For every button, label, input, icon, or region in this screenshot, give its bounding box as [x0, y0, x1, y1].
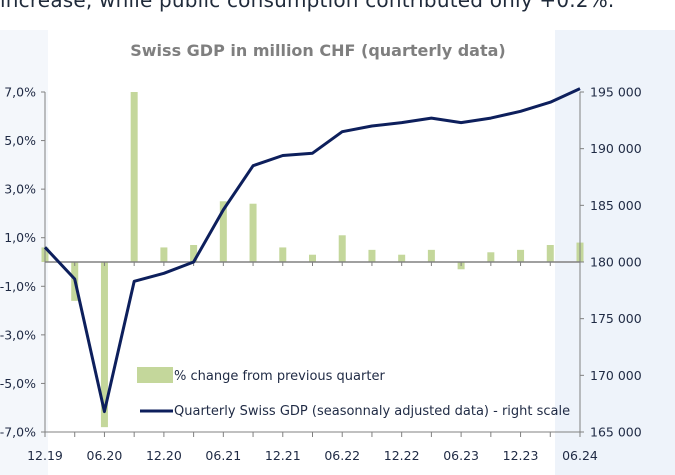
left-tick-label: -3,0% [0, 327, 36, 342]
x-tick-label: 06.22 [324, 448, 360, 463]
x-tick-label: 12.23 [503, 448, 539, 463]
intro-text: increase, while public consumption contr… [0, 0, 615, 12]
bar-06.22 [338, 235, 346, 262]
bar-09.21 [249, 203, 257, 262]
left-axis-ticks: 7,0% 5,0% 3,0% 1,0% -1,0% -3,0% -5,0% -7,0% [0, 85, 45, 440]
bar-12.20 [160, 247, 168, 262]
right-axis-ticks: 195 000 190 000 185 000 180 000 175 000 170 0… [580, 85, 642, 440]
legend-bar-label: % change from previous quarter [174, 369, 385, 384]
legend-bar-swatch [137, 367, 173, 383]
x-ticks-group: 12.19 06.20 12.20 06.21 12.21 06.22 12.22 06.23… [27, 448, 598, 463]
bar-12.22 [398, 254, 406, 262]
left-tick-label: 1,0% [4, 230, 36, 245]
x-tick-label: 12.19 [27, 448, 63, 463]
bar-09.23 [487, 252, 495, 262]
x-tick-label: 12.22 [384, 448, 420, 463]
bar-03.23 [427, 249, 435, 262]
left-tick-label: -7,0% [0, 425, 36, 440]
bar-09.20 [130, 92, 138, 262]
left-tick-label: 3,0% [4, 182, 36, 197]
background-stripe [0, 30, 48, 475]
right-tick-label: 165 000 [590, 425, 642, 440]
bar-09.22 [368, 249, 376, 262]
right-tick-label: 195 000 [590, 85, 642, 100]
left-tick-label: -1,0% [0, 279, 36, 294]
bar-12.23 [517, 249, 525, 262]
right-tick-label: 185 000 [590, 198, 642, 213]
x-tick-label: 12.20 [146, 448, 182, 463]
background-stripe [555, 30, 675, 475]
x-tick-label: 06.24 [562, 448, 598, 463]
bar-03.24 [546, 245, 554, 262]
legend-line-label: Quarterly Swiss GDP (seasonnaly adjusted… [174, 404, 570, 419]
left-tick-label: 5,0% [4, 133, 36, 148]
bar-06.20 [100, 262, 108, 428]
gdp-line [43, 87, 581, 414]
axes-group [44, 92, 581, 437]
chart-title: Swiss GDP in million CHF (quarterly data… [130, 41, 505, 60]
left-tick-label: -5,0% [0, 376, 36, 391]
bar-12.21 [279, 247, 287, 262]
x-tick-label: 12.21 [265, 448, 301, 463]
right-tick-label: 180 000 [590, 255, 642, 270]
right-tick-label: 175 000 [590, 311, 642, 326]
bar-06.21 [219, 201, 227, 262]
x-tick-label: 06.23 [443, 448, 479, 463]
bar-03.22 [309, 254, 316, 262]
right-tick-label: 190 000 [590, 141, 642, 156]
left-tick-label: 7,0% [4, 85, 36, 100]
legend: % change from previous quarter Quarterly… [137, 367, 570, 419]
x-tick-label: 06.21 [205, 448, 241, 463]
x-tick-label: 06.20 [87, 448, 123, 463]
bar-03.21 [190, 245, 198, 262]
right-tick-label: 170 000 [590, 368, 642, 383]
